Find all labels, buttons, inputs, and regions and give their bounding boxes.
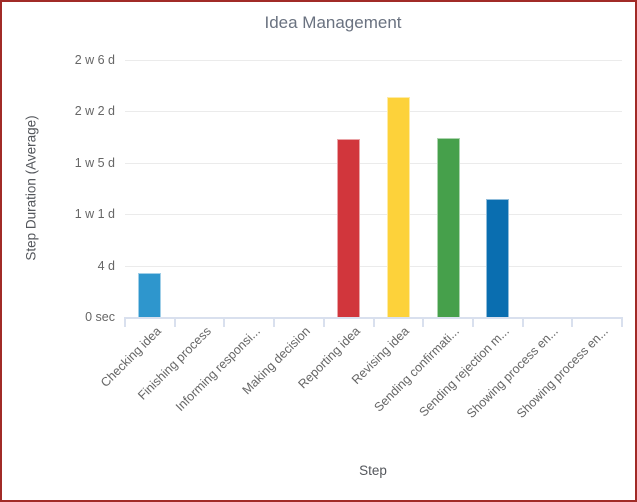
gridline xyxy=(125,111,622,112)
gridline xyxy=(125,162,622,164)
y-axis-tick-label: 2 w 2 d xyxy=(74,104,115,118)
x-axis-tick-mark xyxy=(471,317,474,327)
x-axis-label: Informing responsi... xyxy=(173,324,264,414)
y-axis-title: Step Duration (Average) xyxy=(23,115,39,261)
y-axis-tick-label: 1 w 1 d xyxy=(74,207,115,221)
gridline xyxy=(125,265,622,267)
x-axis-tick-mark xyxy=(422,317,425,327)
bar[interactable] xyxy=(436,138,460,317)
y-axis-tick-label: 1 w 5 d xyxy=(74,155,115,170)
bar[interactable] xyxy=(486,198,510,317)
bar[interactable] xyxy=(138,273,162,317)
x-axis-tick-mark xyxy=(273,317,276,327)
y-axis-tick-label: 4 d xyxy=(97,258,115,273)
chart-title: Idea Management xyxy=(264,13,402,32)
x-axis-tick-mark xyxy=(124,317,126,327)
x-axis-tick-mark xyxy=(621,317,623,327)
x-axis-tick-mark xyxy=(173,317,176,327)
x-axis-label: Showing process en... xyxy=(464,324,562,421)
x-axis-tick-mark xyxy=(322,317,325,327)
gridline xyxy=(125,214,622,215)
y-axis-tick-label: 2 w 6 d xyxy=(74,52,115,67)
bar[interactable] xyxy=(337,139,361,317)
x-axis-tick-mark xyxy=(521,317,524,327)
x-axis-tick-mark xyxy=(571,317,574,327)
x-axis-label: Showing process en... xyxy=(514,324,612,421)
x-axis-label: Sending confirmati... xyxy=(371,324,462,415)
bar[interactable] xyxy=(386,96,410,317)
x-axis-tick-mark xyxy=(372,317,375,327)
x-axis-tick-mark xyxy=(223,317,226,327)
gridline xyxy=(125,59,622,61)
x-axis-label: Sending rejection m... xyxy=(416,324,512,420)
x-axis-title: Step xyxy=(359,463,387,478)
y-axis-tick-label: 0 sec xyxy=(85,310,115,324)
